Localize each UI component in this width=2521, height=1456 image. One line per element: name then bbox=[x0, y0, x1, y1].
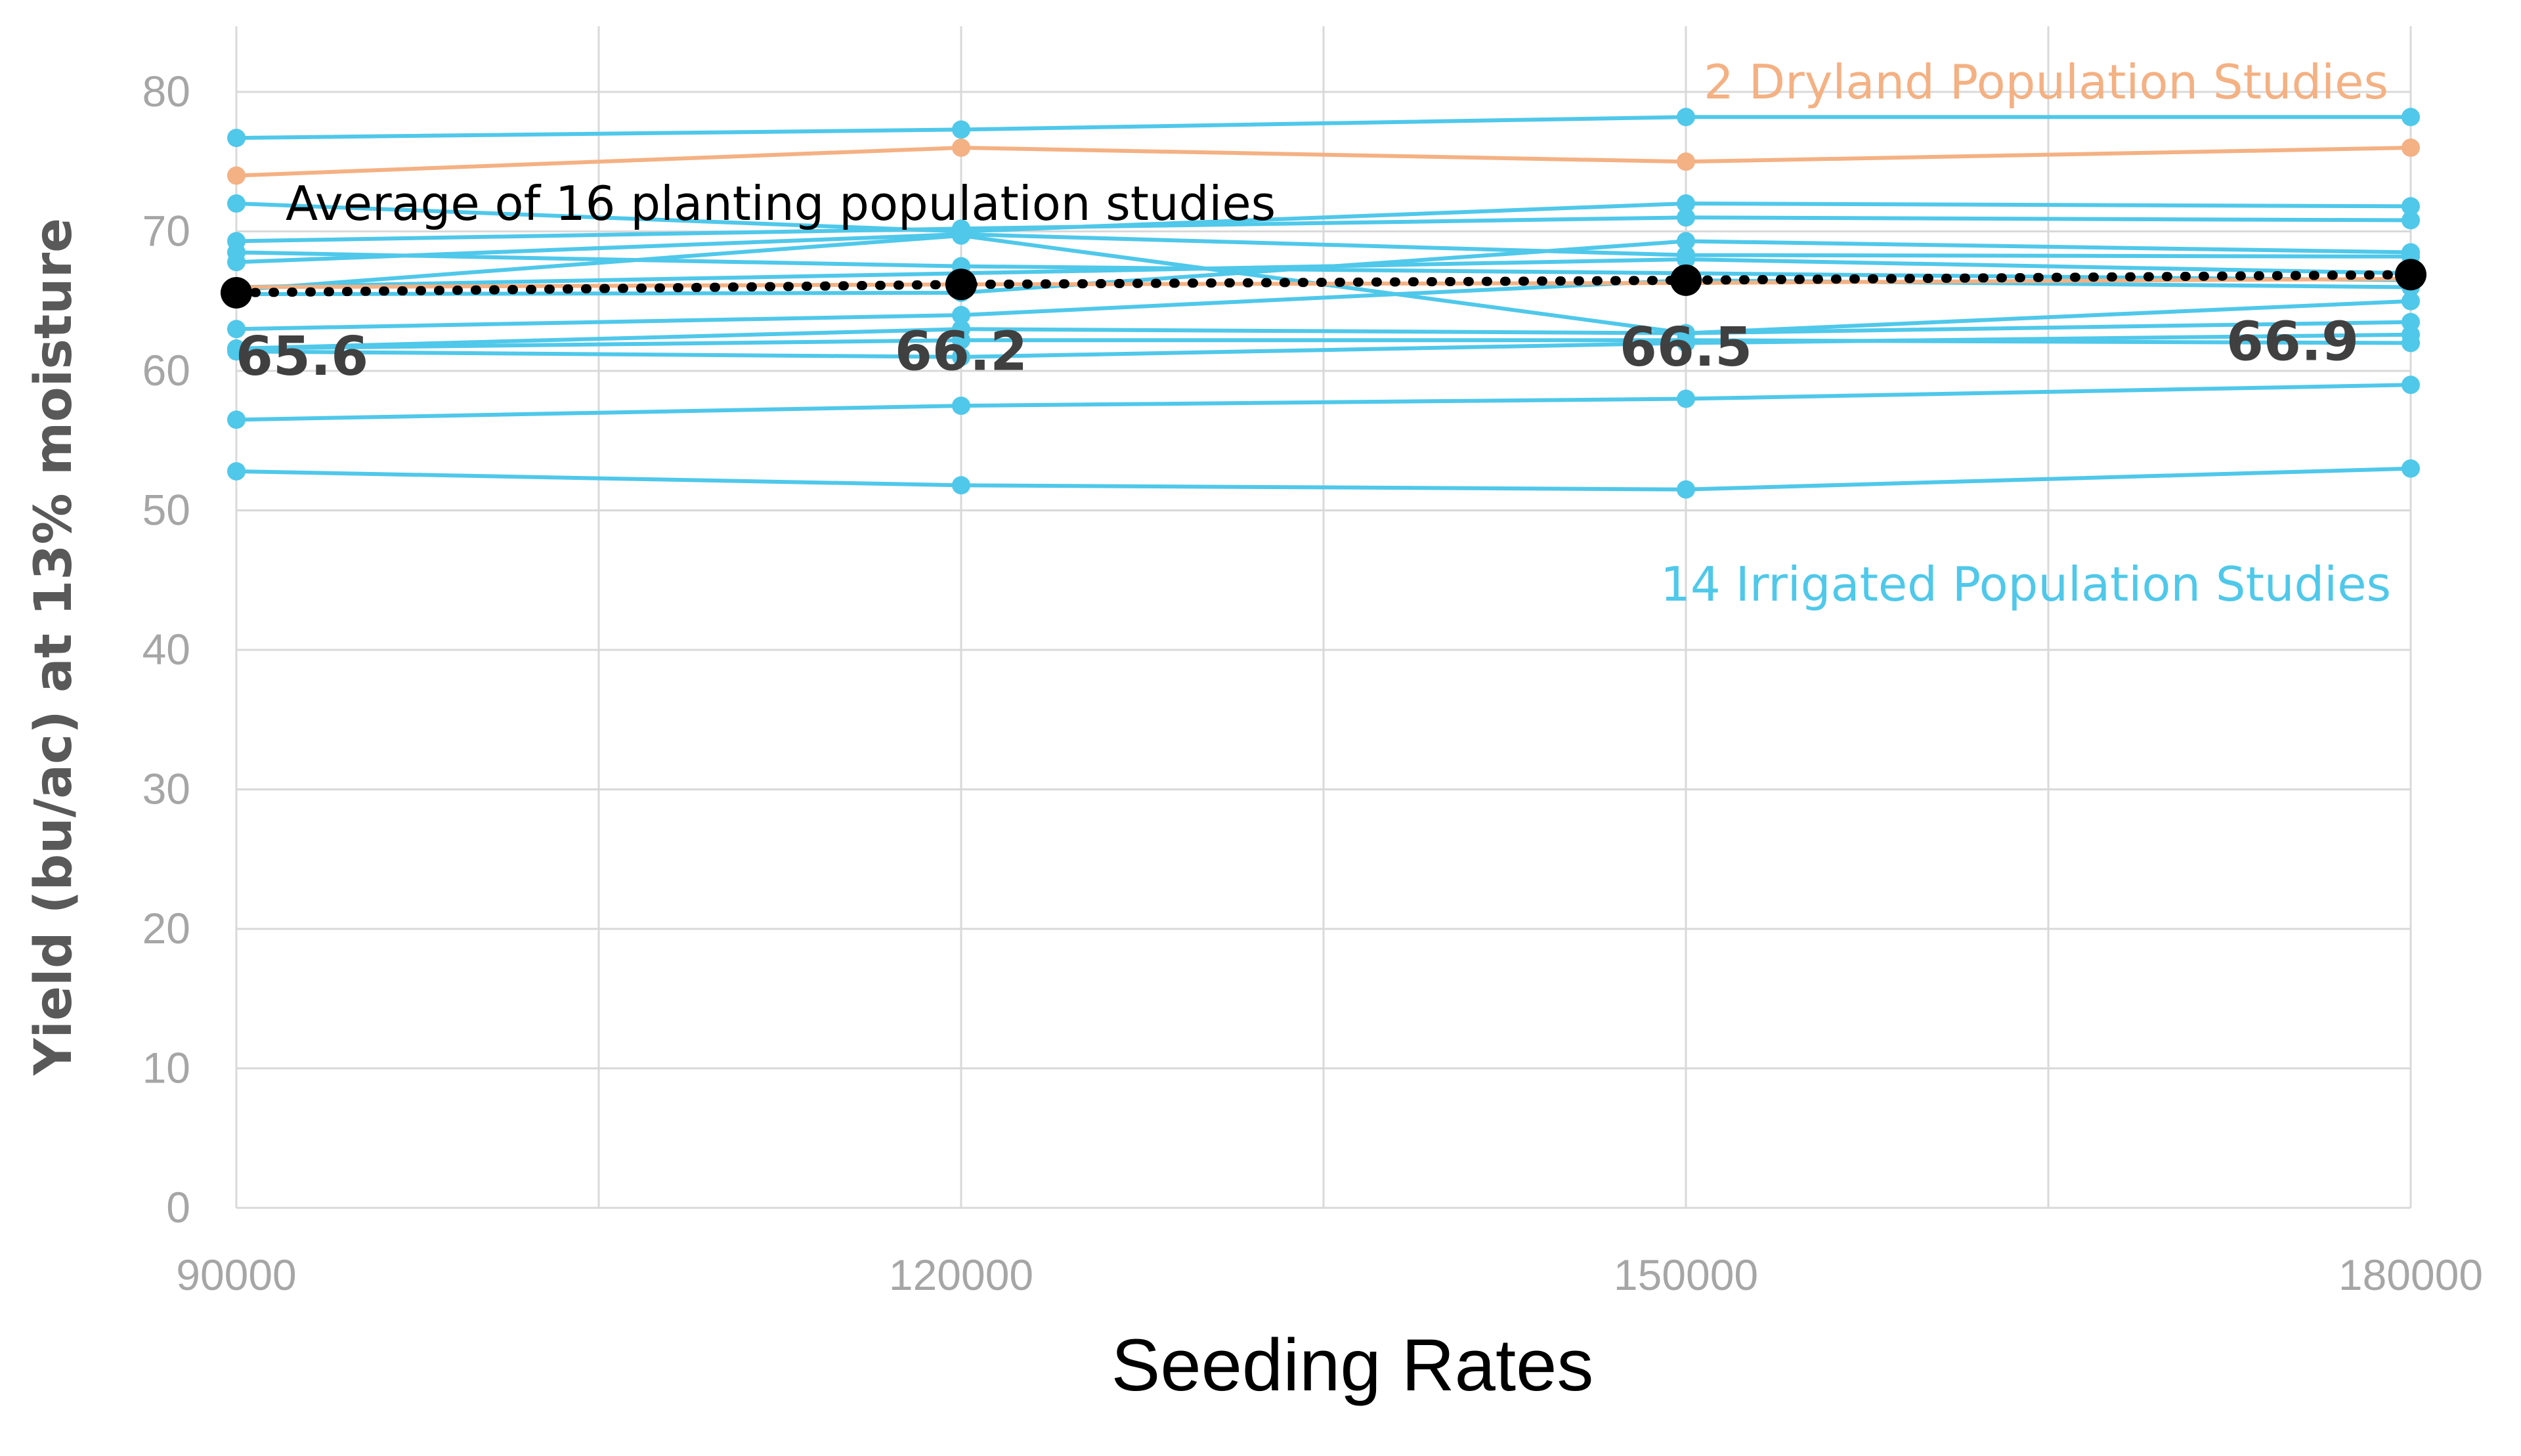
irrigated-line bbox=[236, 466, 2411, 492]
irrigated-point bbox=[227, 129, 246, 148]
y-axis-title: Yield (bu/ac) at 13% moisture bbox=[24, 218, 83, 1076]
irrigated-line bbox=[236, 320, 2411, 351]
irrigated-point bbox=[1677, 389, 1695, 408]
average-point bbox=[945, 268, 977, 301]
dryland-line bbox=[236, 145, 2411, 178]
irrigated-point bbox=[952, 396, 970, 416]
average-point bbox=[221, 277, 252, 309]
irrigated-point bbox=[952, 306, 970, 324]
irrigated-line bbox=[236, 338, 2411, 351]
irrigated-point bbox=[1677, 480, 1695, 499]
average-line bbox=[232, 270, 2415, 297]
dryland-point bbox=[952, 139, 970, 157]
irrigated-point bbox=[227, 320, 246, 339]
irrigated-series-0 bbox=[227, 108, 2420, 148]
irrigated-series-9 bbox=[227, 331, 2420, 358]
average-value-labels: 65.6 66.2 66.5 66.9 bbox=[236, 310, 2359, 388]
dryland-point bbox=[1677, 152, 1695, 171]
x-tick-label: 180000 bbox=[2338, 1251, 2483, 1299]
irrigated-point bbox=[1677, 194, 1695, 213]
irrigated-line bbox=[236, 215, 2411, 244]
x-axis-title: Seeding Rates bbox=[1111, 1324, 1594, 1406]
irrigated-point bbox=[952, 476, 970, 495]
y-tick-label: 20 bbox=[142, 904, 190, 953]
irrigated-point bbox=[227, 243, 246, 262]
series-lines bbox=[221, 108, 2426, 499]
y-tick-label: 30 bbox=[142, 765, 190, 813]
irrigated-line bbox=[236, 201, 2411, 234]
dryland-series-14 bbox=[227, 139, 2420, 185]
x-axis-ticks: 90000 120000 150000 180000 bbox=[176, 1251, 2483, 1299]
irrigated-point bbox=[2402, 375, 2420, 395]
average-annotation: Average of 16 planting population studie… bbox=[286, 176, 1276, 231]
irrigated-line bbox=[236, 115, 2411, 140]
irrigated-point bbox=[2402, 312, 2420, 332]
irrigated-point bbox=[1677, 250, 1695, 268]
irrigated-line bbox=[236, 239, 2411, 297]
dryland-point bbox=[227, 166, 246, 185]
y-tick-label: 40 bbox=[142, 625, 190, 674]
irrigated-series-13 bbox=[227, 459, 2420, 499]
irrigated-point bbox=[952, 120, 970, 139]
irrigated-point bbox=[227, 194, 246, 213]
average-value-label: 66.5 bbox=[1620, 316, 1752, 379]
irrigated-line bbox=[236, 232, 2411, 265]
y-axis-ticks: 0 10 20 30 40 50 60 70 80 bbox=[142, 67, 190, 1231]
dryland-annotation: 2 Dryland Population Studies bbox=[1704, 54, 2388, 110]
irrigated-point bbox=[952, 347, 970, 366]
irrigated-point bbox=[1677, 208, 1695, 227]
y-tick-label: 50 bbox=[142, 486, 190, 534]
average-series-16 bbox=[221, 259, 2426, 309]
irrigated-line bbox=[236, 383, 2411, 422]
x-tick-label: 150000 bbox=[1614, 1251, 1758, 1299]
average-value-label: 66.2 bbox=[895, 320, 1027, 383]
irrigated-point bbox=[2402, 333, 2420, 353]
y-tick-label: 0 bbox=[166, 1183, 190, 1231]
irrigated-point bbox=[2402, 459, 2420, 478]
irrigated-point bbox=[1677, 108, 1695, 127]
y-tick-label: 60 bbox=[142, 346, 190, 395]
irrigated-point bbox=[952, 331, 970, 350]
irrigated-series-12 bbox=[227, 375, 2420, 429]
irrigated-point bbox=[2402, 108, 2420, 127]
y-tick-label: 80 bbox=[142, 67, 190, 116]
average-point bbox=[2395, 259, 2426, 291]
irrigated-point bbox=[2402, 197, 2420, 216]
irrigated-point bbox=[227, 410, 246, 429]
irrigated-point bbox=[2402, 291, 2420, 310]
irrigated-point bbox=[1677, 331, 1695, 350]
irrigated-line bbox=[236, 250, 2411, 282]
y-tick-label: 10 bbox=[142, 1044, 190, 1092]
average-value-label: 65.6 bbox=[236, 326, 368, 388]
average-value-label: 66.9 bbox=[2226, 310, 2359, 373]
irrigated-point bbox=[227, 339, 246, 358]
x-tick-label: 90000 bbox=[176, 1251, 297, 1299]
irrigated-point bbox=[952, 226, 970, 245]
irrigated-point bbox=[2402, 243, 2420, 262]
irrigated-point bbox=[1677, 232, 1695, 251]
irrigated-point bbox=[227, 462, 246, 481]
irrigated-line bbox=[236, 278, 2411, 332]
irrigated-annotation: 14 Irrigated Population Studies bbox=[1660, 557, 2391, 612]
irrigated-line bbox=[236, 332, 2411, 359]
x-tick-label: 120000 bbox=[889, 1251, 1033, 1299]
y-tick-label: 70 bbox=[142, 207, 190, 255]
irrigated-point bbox=[2402, 211, 2420, 230]
dryland-point bbox=[2402, 139, 2420, 157]
average-point bbox=[1670, 264, 1702, 296]
